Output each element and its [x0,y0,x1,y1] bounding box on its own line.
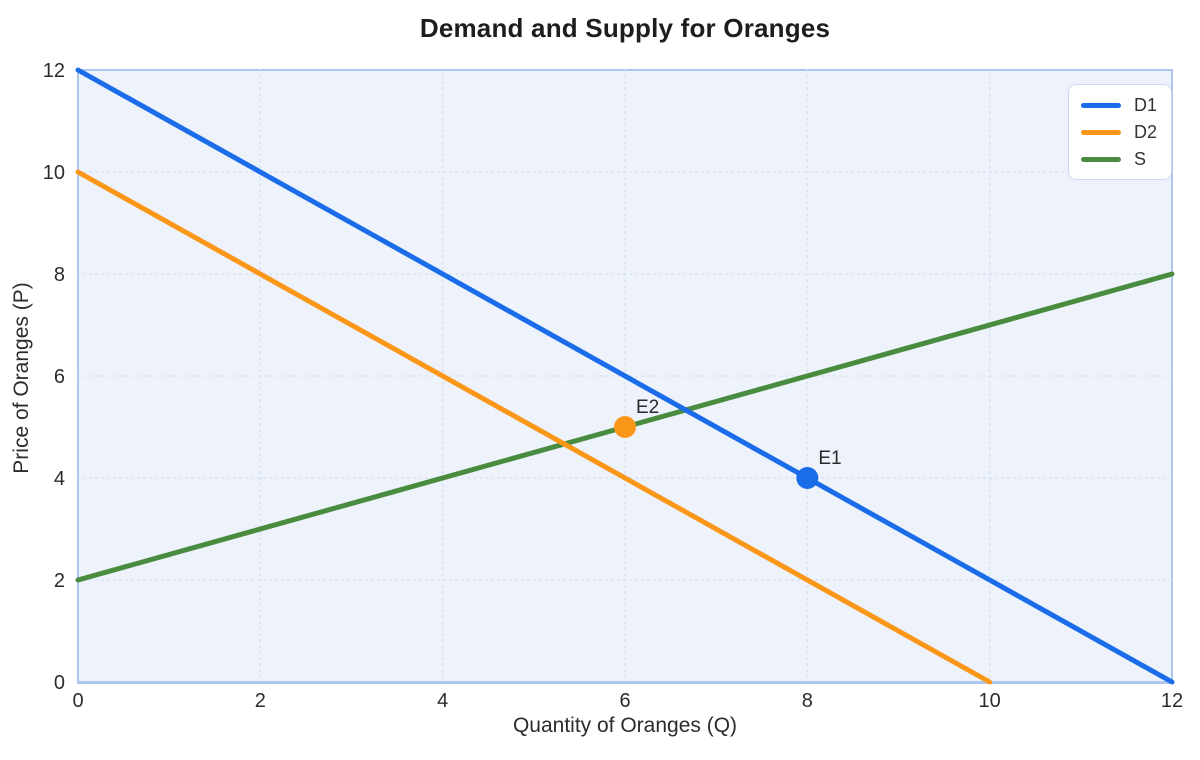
y-tick-label: 6 [54,366,65,388]
y-tick-label: 10 [43,162,65,184]
legend-label: S [1134,149,1147,169]
marker-label-e2: E2 [636,397,659,418]
y-tick-label: 8 [54,264,65,286]
legend: D1 D2 S [1068,84,1173,180]
marker-point-e2 [614,416,636,438]
chart-title: Demand and Supply for Oranges [419,13,831,43]
y-axis-label: Price of Oranges (P) [10,282,33,474]
x-tick-label: 2 [255,690,266,712]
x-tick-label: 12 [1161,690,1183,712]
x-axis-label: Quantity of Oranges (Q) [512,714,738,737]
marker-point-e1 [796,467,819,489]
y-tick-label: 2 [54,570,65,592]
legend-label: D2 [1134,122,1158,142]
legend-item-d2: D2 [1081,121,1157,143]
legend-item-s: S [1081,148,1157,170]
x-tick-label: 4 [437,690,448,712]
x-tick-label: 8 [802,690,813,712]
legend-label: D1 [1134,95,1158,115]
legend-item-d1: D1 [1081,94,1157,116]
line-d1 [75,67,1175,685]
x-tick-label: 0 [72,690,83,712]
x-tick-label: 6 [619,690,630,712]
y-tick-label: 0 [54,672,65,694]
x-tick-label: 10 [979,690,1001,712]
line-d2 [75,169,993,685]
marker-label-e1: E1 [818,448,841,469]
y-tick-label: 4 [54,468,65,490]
legend-swatch-d1 [1081,102,1121,108]
legend-swatch-s [1081,156,1121,162]
y-tick-label: 12 [43,60,65,82]
legend-swatch-d2 [1081,129,1121,135]
